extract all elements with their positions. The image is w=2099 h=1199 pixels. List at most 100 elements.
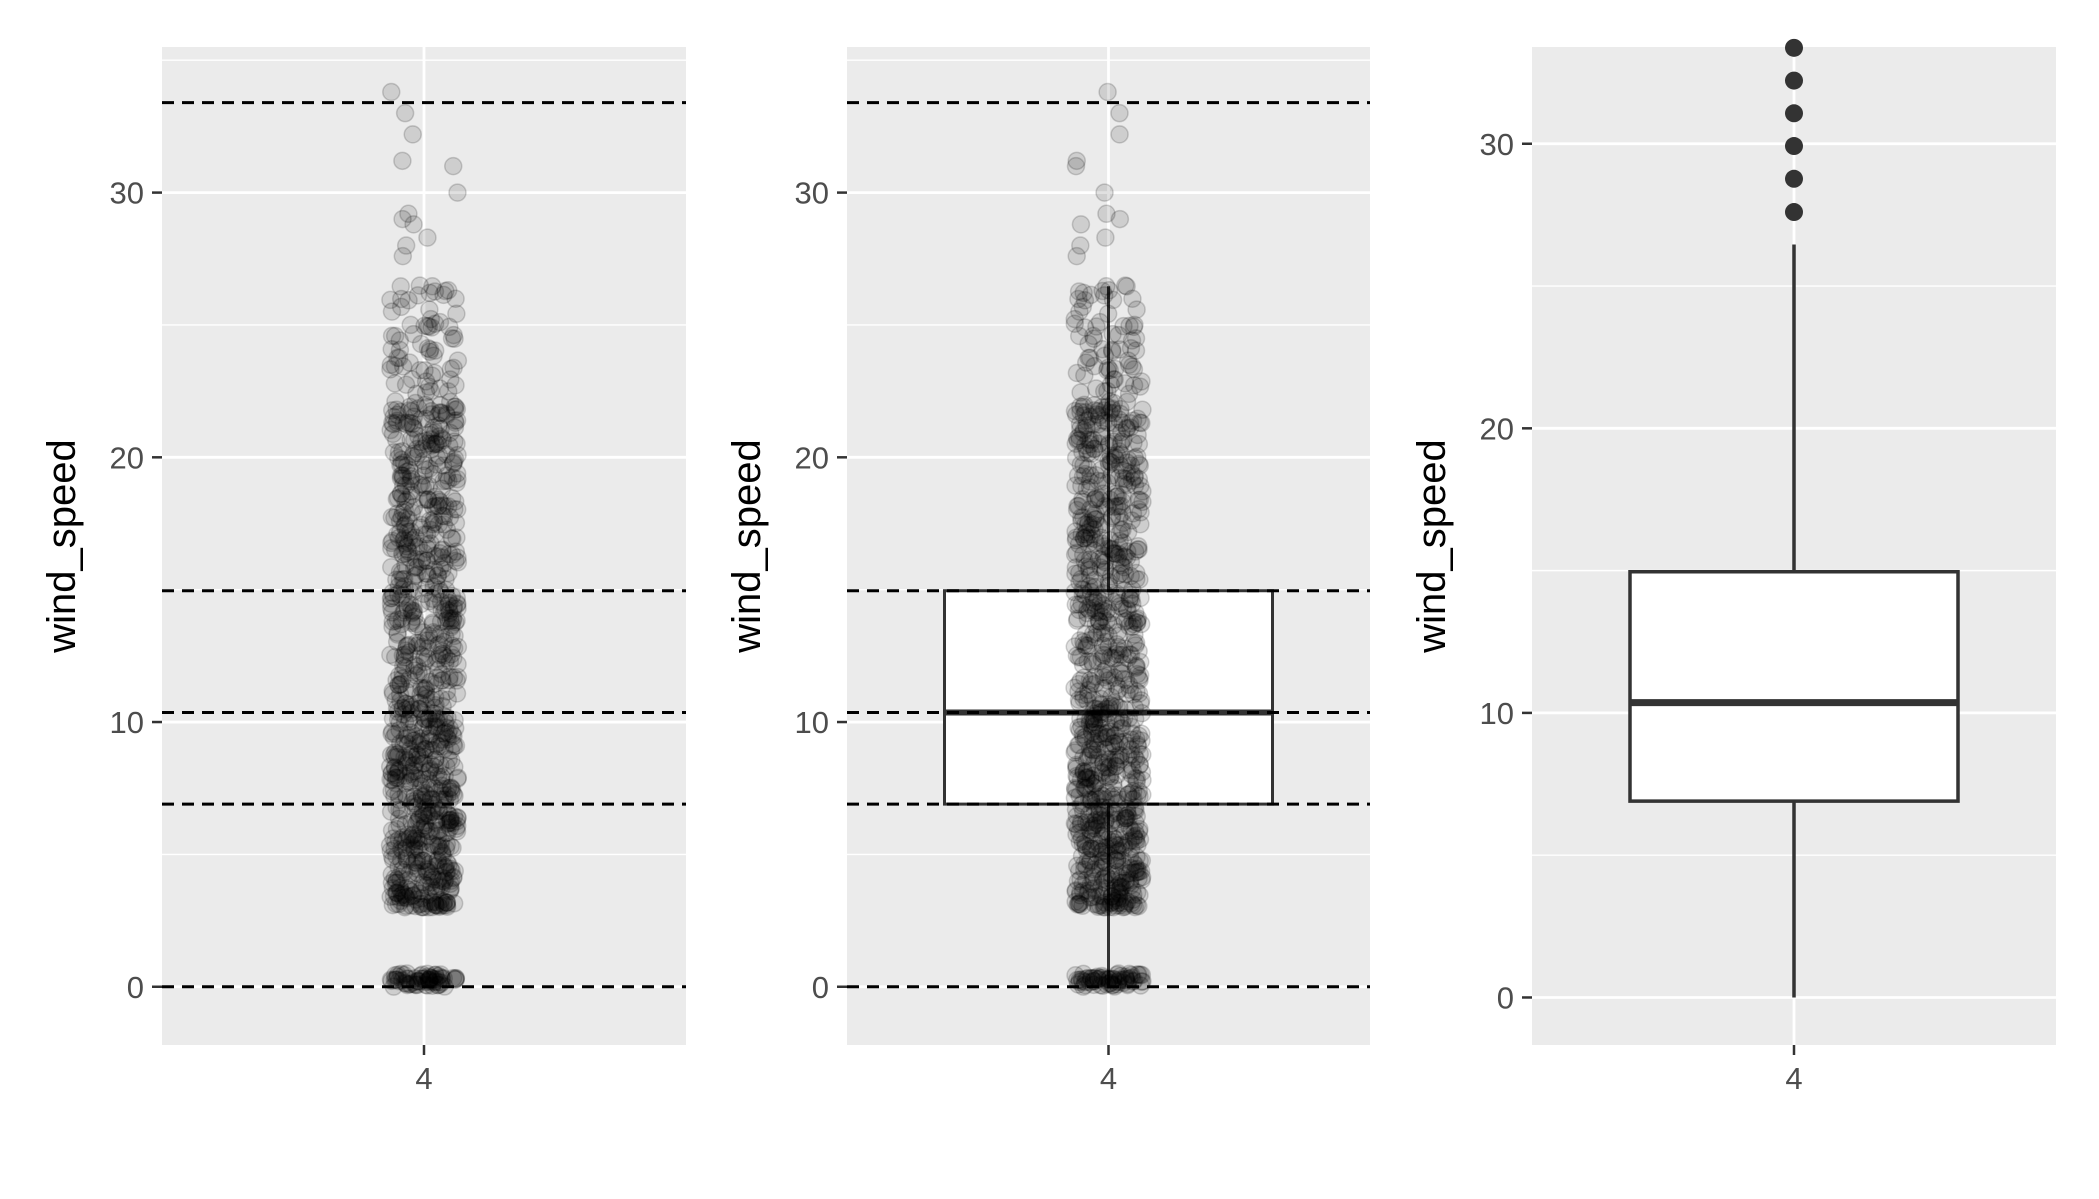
data-point — [429, 710, 449, 729]
data-point — [430, 821, 449, 840]
data-point — [407, 746, 427, 765]
data-point — [390, 734, 410, 753]
data-point — [430, 645, 449, 665]
data-point — [427, 814, 446, 833]
data-point — [404, 558, 424, 577]
data-point — [392, 289, 411, 309]
data-point — [394, 530, 413, 550]
data-point — [426, 524, 445, 544]
data-point — [382, 821, 402, 840]
data-point — [441, 874, 460, 894]
data-point — [1073, 971, 1092, 991]
data-point — [423, 867, 442, 886]
data-point — [1131, 965, 1150, 985]
data-point — [389, 894, 409, 914]
data-point — [412, 787, 432, 806]
data-point — [385, 747, 405, 767]
data-point — [395, 601, 414, 620]
data-point — [404, 756, 423, 775]
data-point — [417, 564, 437, 584]
data-point — [399, 548, 419, 567]
data-point — [1067, 151, 1086, 171]
data-point — [404, 324, 423, 344]
data-point — [407, 657, 427, 676]
data-point — [406, 727, 426, 746]
data-point — [445, 711, 464, 730]
data-point — [382, 82, 401, 102]
data-point — [439, 855, 458, 874]
data-point — [416, 409, 436, 429]
data-point — [411, 966, 430, 986]
outlier-point — [1785, 203, 1803, 222]
data-point — [425, 717, 444, 736]
data-point — [388, 488, 408, 508]
outlier-point — [1785, 169, 1803, 188]
data-point — [431, 891, 451, 910]
data-point — [432, 730, 451, 749]
data-point — [440, 667, 459, 686]
data-point — [400, 669, 419, 689]
data-point — [394, 735, 413, 754]
data-point — [422, 774, 441, 793]
data-point — [427, 433, 446, 453]
data-point — [440, 392, 460, 412]
data-point — [446, 513, 466, 533]
data-point — [385, 758, 405, 777]
data-point — [441, 879, 460, 898]
data-point — [385, 356, 405, 376]
data-point — [429, 966, 448, 986]
data-point — [433, 540, 452, 559]
data-point — [417, 535, 437, 554]
data-point — [434, 646, 454, 665]
data-point — [400, 353, 420, 372]
data-point — [418, 639, 438, 658]
data-point — [393, 705, 413, 724]
data-point — [439, 596, 458, 615]
data-point — [439, 670, 459, 690]
data-point — [401, 745, 421, 764]
data-point — [393, 570, 413, 589]
data-point — [1127, 300, 1146, 319]
data-point — [442, 751, 461, 770]
data-point — [1081, 839, 1101, 858]
data-point — [430, 975, 450, 994]
data-point — [427, 821, 447, 841]
data-point — [389, 857, 408, 876]
data-point — [437, 897, 457, 916]
data-point — [382, 302, 402, 321]
data-point — [431, 612, 451, 632]
data-point — [397, 490, 417, 510]
data-point — [412, 888, 432, 908]
data-point — [384, 727, 404, 747]
data-point — [406, 815, 426, 834]
data-point — [395, 885, 414, 905]
data-point — [410, 360, 430, 380]
data-point — [436, 718, 456, 737]
data-point — [428, 434, 448, 454]
data-point — [415, 456, 435, 475]
data-point — [447, 411, 467, 430]
data-point — [445, 718, 465, 738]
data-point — [413, 504, 432, 523]
data-point — [445, 432, 464, 451]
data-point — [448, 548, 467, 567]
data-point — [433, 696, 452, 716]
data-point — [386, 768, 406, 788]
data-point — [418, 649, 437, 668]
data-point — [439, 600, 459, 620]
data-point — [416, 383, 436, 402]
data-point — [437, 406, 456, 425]
data-point — [1110, 103, 1129, 123]
data-point — [419, 591, 439, 611]
data-point — [430, 543, 450, 563]
data-point — [431, 896, 450, 915]
data-point — [438, 609, 458, 628]
data-point — [412, 897, 431, 917]
data-point — [432, 644, 452, 664]
data-point — [425, 341, 445, 360]
data-point — [437, 648, 456, 668]
data-point — [415, 648, 434, 667]
data-point — [390, 878, 410, 898]
data-point — [396, 814, 415, 834]
data-point — [1099, 846, 1119, 865]
